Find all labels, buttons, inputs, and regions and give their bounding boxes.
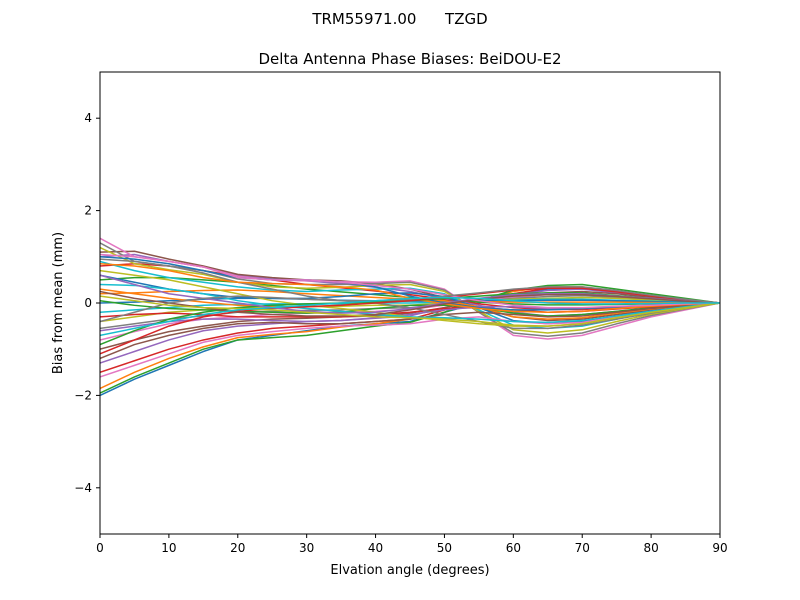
x-tick-label: 50 <box>437 541 452 555</box>
x-tick-label: 90 <box>712 541 727 555</box>
series-line-s3 <box>100 283 720 394</box>
y-tick-label: −4 <box>74 481 92 495</box>
y-tick-label: 2 <box>84 204 92 218</box>
series-line-s23 <box>100 299 720 317</box>
series-line-s30 <box>100 283 720 324</box>
series-line-s26 <box>100 302 720 360</box>
series-line-s37 <box>100 253 720 309</box>
x-tick-label: 80 <box>643 541 658 555</box>
series-line-s19 <box>100 246 720 334</box>
series-line-s28 <box>100 258 720 330</box>
y-tick-label: 4 <box>84 111 92 125</box>
series-line-s6 <box>100 290 720 350</box>
series-line-s34 <box>100 287 720 355</box>
x-axis: 0 10 20 30 40 50 60 70 80 90 <box>96 534 728 555</box>
x-tick-label: 0 <box>96 541 104 555</box>
y-axis: −4 −2 0 2 4 <box>74 111 100 495</box>
series-layer <box>100 237 720 397</box>
figure-suptitle: TRM55971.00 TZGD <box>311 10 487 28</box>
y-axis-label: Bias from mean (mm) <box>51 232 66 374</box>
x-tick-label: 60 <box>506 541 521 555</box>
y-tick-label: 0 <box>84 296 92 310</box>
series-line-s39 <box>100 295 720 327</box>
series-line-s40 <box>100 296 720 337</box>
x-axis-label: Elvation angle (degrees) <box>330 563 489 578</box>
series-line-s5 <box>100 288 720 364</box>
x-tick-label: 30 <box>299 541 314 555</box>
x-tick-label: 20 <box>230 541 245 555</box>
chart-title: Delta Antenna Phase Biases: BeiDOU-E2 <box>259 50 562 68</box>
x-tick-label: 40 <box>368 541 383 555</box>
series-line-s27 <box>100 302 720 378</box>
x-tick-label: 70 <box>575 541 590 555</box>
y-tick-label: −2 <box>74 388 92 402</box>
series-line-s38 <box>100 286 720 323</box>
x-tick-label: 10 <box>161 541 176 555</box>
